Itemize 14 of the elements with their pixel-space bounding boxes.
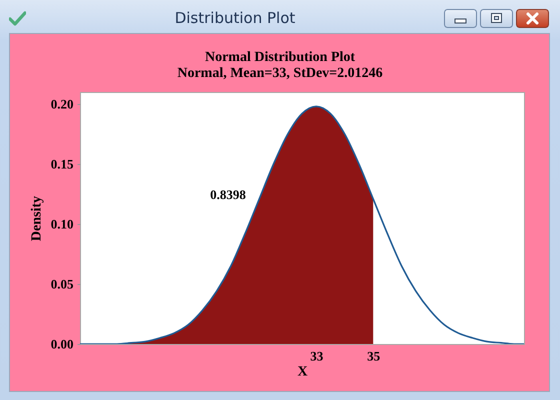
text: Distribution Plot [174, 9, 296, 27]
y-tick-label: 0.05 [50, 276, 74, 292]
chart-title: Normal Distribution Plot [204, 50, 356, 65]
y-tick-label: 0.00 [50, 336, 74, 352]
x-axis-title: X [297, 364, 308, 380]
x-tick-label: 33 [310, 348, 324, 364]
x-tick-label: 35 [367, 348, 381, 364]
y-tick-label: 0.15 [50, 156, 74, 172]
chart-subtitle: Normal, Mean=33, StDev=2.01246 [177, 66, 383, 81]
line-series [80, 106, 524, 344]
y-tick-label: 0.20 [50, 96, 74, 112]
annotation: 0.8398 [210, 187, 246, 202]
y-tick-label: 0.10 [50, 216, 74, 232]
y-axis-title: Density [30, 196, 44, 242]
